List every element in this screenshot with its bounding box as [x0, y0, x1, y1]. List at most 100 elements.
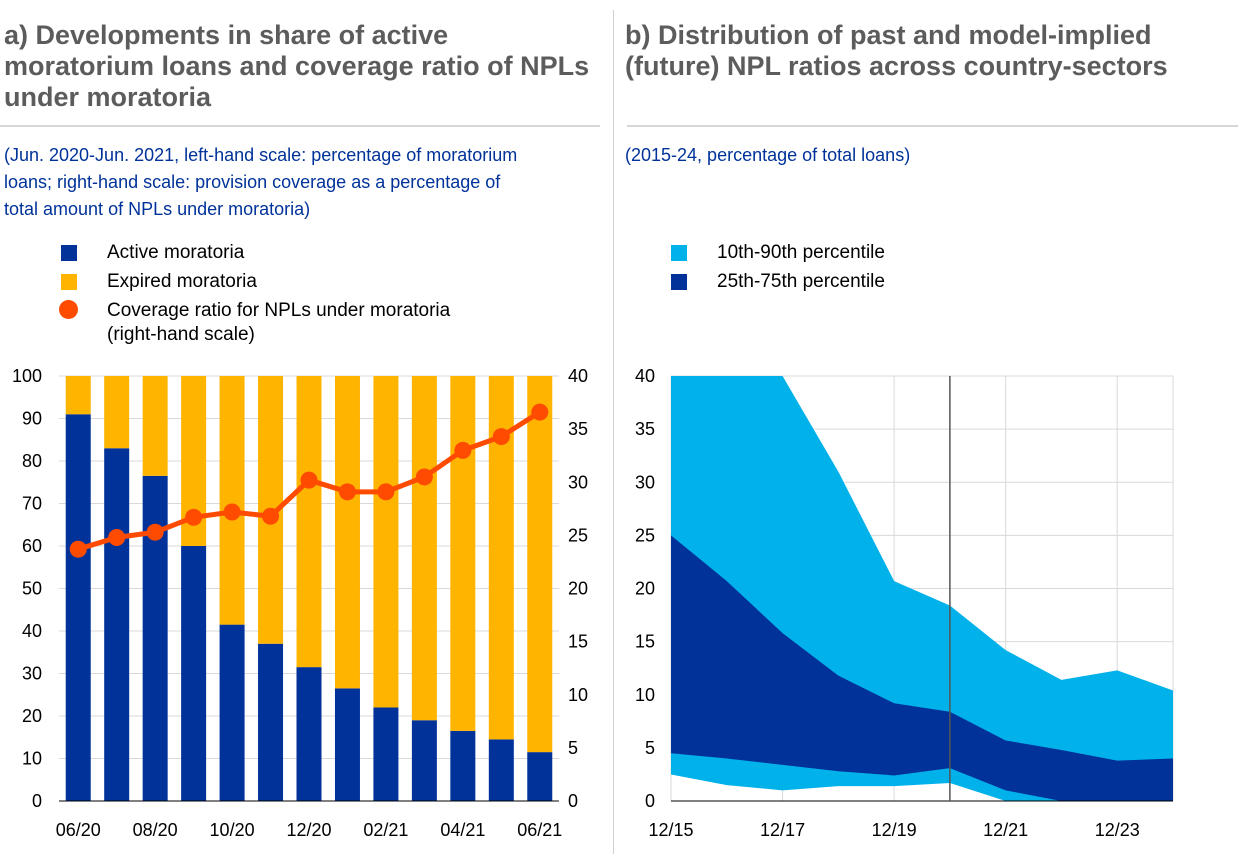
x-tick-label: 12/21: [983, 820, 1028, 840]
panel-b-legend: 10th-90th percentile 25th-75th percentil…: [627, 238, 885, 296]
legend-label: Active moratoria: [107, 242, 245, 263]
y2-tick-label: 30: [568, 472, 588, 492]
legend-label: (right-hand scale): [107, 324, 255, 345]
bar-active: [450, 730, 476, 801]
y-tick-label: 5: [645, 738, 655, 758]
x-tick-label: 12/23: [1095, 820, 1140, 840]
y-tick-label: 40: [22, 621, 42, 641]
bar-active: [334, 688, 360, 801]
coverage-point: [108, 529, 126, 546]
panel-a-legend: Active moratoria Expired moratoria Cover…: [17, 238, 450, 349]
bar-expired: [219, 376, 245, 625]
y-tick-label: 35: [635, 419, 655, 439]
legend-swatch-10-90: [671, 245, 687, 261]
y-tick-label: 10: [22, 749, 42, 769]
x-tick-label: 06/20: [56, 820, 101, 840]
coverage-point: [415, 468, 433, 486]
legend-marker-coverage: [59, 300, 78, 319]
coverage-point: [454, 441, 472, 459]
legend-label: 25th-75th percentile: [717, 271, 885, 292]
bar-active: [181, 546, 207, 801]
coverage-point: [185, 508, 203, 526]
x-tick-label: 12/17: [760, 820, 805, 840]
y2-tick-label: 35: [568, 419, 588, 439]
y-tick-label: 25: [635, 525, 655, 545]
bar-active: [104, 448, 130, 801]
coverage-point: [492, 428, 510, 446]
y-tick-label: 0: [645, 791, 655, 811]
panel-b-header-rule: [627, 125, 1238, 127]
panel-a-title-line: under moratoria: [4, 82, 212, 112]
y-tick-label: 30: [22, 664, 42, 684]
y2-tick-label: 10: [568, 685, 588, 705]
y-tick-label: 60: [22, 536, 42, 556]
y-tick-label: 40: [635, 366, 655, 386]
legend-swatch-25-75: [671, 274, 687, 290]
x-tick-label: 08/20: [133, 820, 178, 840]
bar-active: [258, 643, 284, 801]
panel-a-subtitle: (Jun. 2020-Jun. 2021, left-hand scale: p…: [4, 142, 517, 223]
x-tick-label: 10/20: [210, 820, 255, 840]
bar-expired: [142, 376, 168, 476]
bar-expired: [104, 376, 130, 449]
bar-expired: [411, 376, 437, 721]
bar-active: [65, 414, 91, 801]
coverage-point: [531, 403, 549, 421]
bar-active: [411, 720, 437, 801]
bar-active: [527, 752, 553, 801]
bar-expired: [65, 376, 91, 415]
coverage-point: [223, 503, 241, 521]
x-tick-label: 12/19: [872, 820, 917, 840]
y-tick-label: 70: [22, 494, 42, 514]
y2-tick-label: 20: [568, 579, 588, 599]
coverage-point: [338, 483, 356, 501]
legend-item-active-moratoria: Active moratoria: [17, 238, 450, 267]
legend-swatch-active: [61, 245, 77, 261]
panel-b-subtitle-line: (2015-24, percentage of total loans): [625, 145, 911, 165]
bar-expired: [373, 376, 399, 708]
y-tick-label: 20: [635, 579, 655, 599]
legend-label: Expired moratoria: [107, 271, 257, 292]
y-tick-label: 30: [635, 472, 655, 492]
panel-a-subtitle-line: total amount of NPLs under moratoria): [4, 199, 311, 219]
coverage-point: [262, 507, 280, 525]
y-tick-label: 100: [12, 366, 42, 386]
bar-active: [488, 739, 514, 801]
bar-expired: [527, 376, 553, 753]
panel-b-title: b) Distribution of past and model-implie…: [625, 20, 1168, 82]
panel-a-header-rule: [0, 125, 600, 127]
bar-active: [296, 667, 322, 801]
panel-divider: [613, 10, 614, 854]
y2-tick-label: 40: [568, 366, 588, 386]
area-25-75: [671, 535, 1173, 801]
y2-tick-label: 15: [568, 632, 588, 652]
bar-expired: [450, 376, 476, 731]
y-tick-label: 90: [22, 409, 42, 429]
legend-label: Coverage ratio for NPLs under moratoria: [107, 300, 451, 321]
legend-label: 10th-90th percentile: [717, 242, 885, 263]
y-tick-label: 10: [635, 685, 655, 705]
y2-tick-label: 5: [568, 738, 578, 758]
y2-tick-label: 25: [568, 525, 588, 545]
panel-a-title-line: moratorium loans and coverage ratio of N…: [4, 51, 590, 81]
x-tick-label: 12/15: [648, 820, 693, 840]
panel-a-title: a) Developments in share of active morat…: [4, 20, 589, 113]
area-10-90: [671, 376, 1173, 801]
coverage-point: [69, 540, 87, 558]
panel-b-subtitle: (2015-24, percentage of total loans): [625, 142, 910, 169]
y-tick-label: 20: [22, 706, 42, 726]
x-tick-label: 06/21: [517, 820, 562, 840]
panel-b-title-line: b) Distribution of past and model-implie…: [625, 20, 1152, 50]
panel-a-subtitle-line: (Jun. 2020-Jun. 2021, left-hand scale: p…: [4, 145, 518, 165]
x-tick-label: 02/21: [363, 820, 408, 840]
bar-expired: [334, 376, 360, 689]
legend-item-coverage-ratio: Coverage ratio for NPLs under moratoria …: [17, 296, 450, 349]
y-tick-label: 80: [22, 451, 42, 471]
y2-tick-label: 0: [568, 791, 578, 811]
legend-item-10-90: 10th-90th percentile: [627, 238, 885, 267]
bar-expired: [296, 376, 322, 668]
y-tick-label: 50: [22, 579, 42, 599]
chart-a: 0 10 20 30 40 50 60 70 80 90 100 0 5 10 15 20 25 30 35 40 06…: [12, 366, 588, 840]
y-tick-label: 15: [635, 632, 655, 652]
x-tick-label: 12/20: [286, 820, 331, 840]
